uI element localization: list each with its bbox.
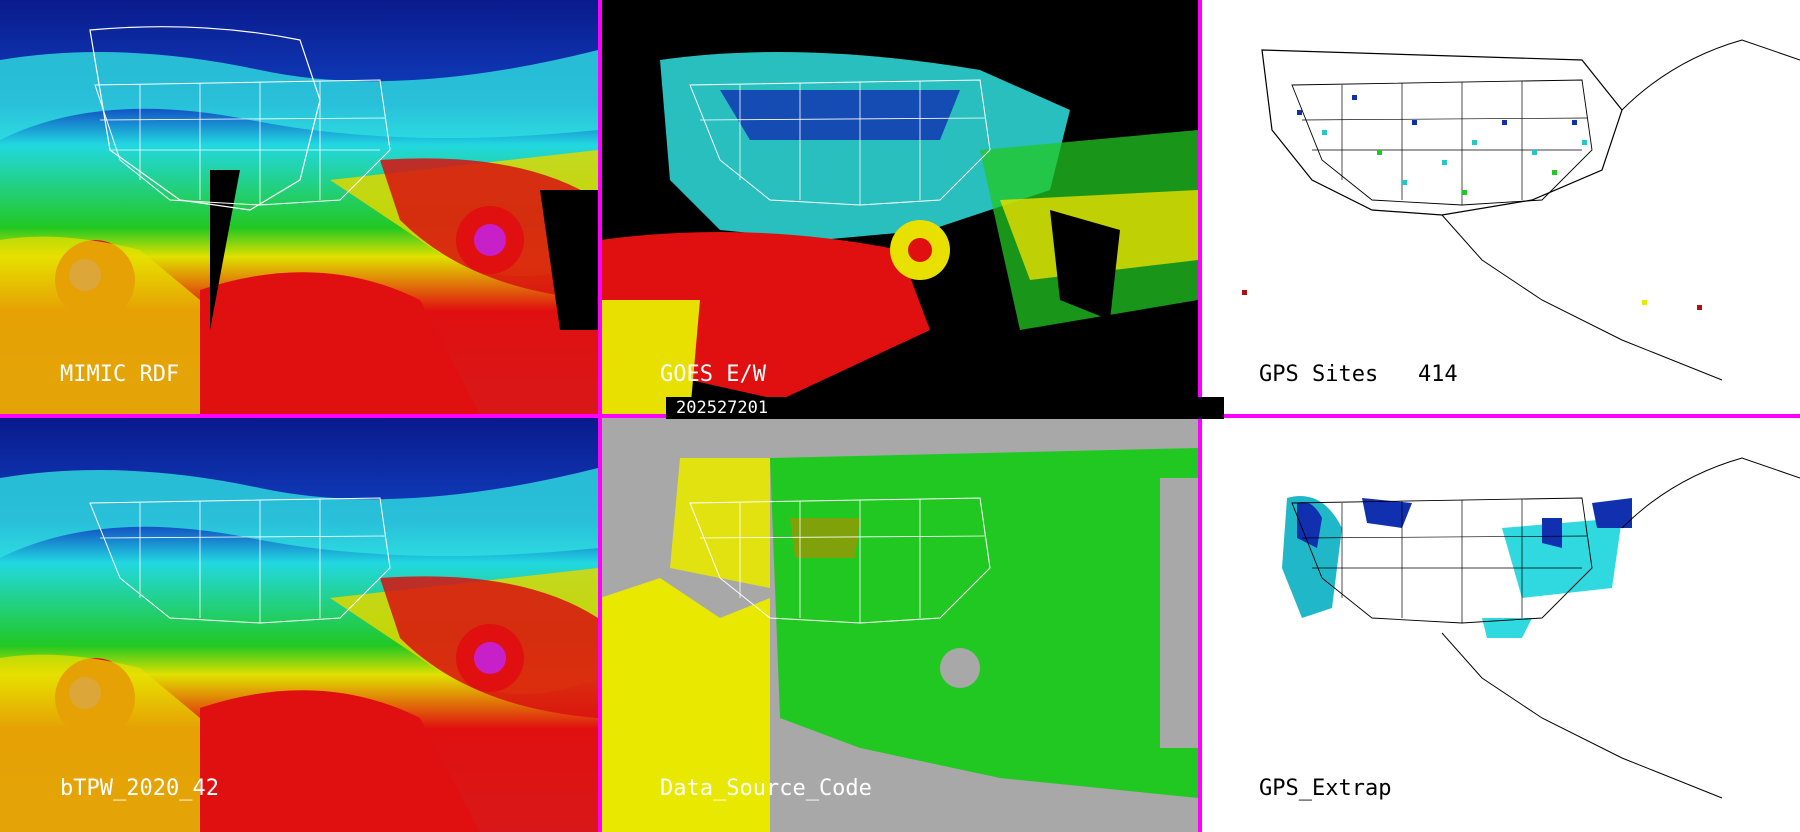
goes-map xyxy=(600,52,1198,414)
panel-data-source-code: Data_Source_Code xyxy=(600,418,1198,832)
panel-gps-extrap: GPS_Extrap xyxy=(1202,418,1800,832)
panel-label: Data_Source_Code xyxy=(660,776,872,801)
panel-label: MIMIC RDF xyxy=(60,362,180,387)
panel-label: GOES E/W xyxy=(660,362,766,387)
gps-extrap-map xyxy=(1282,457,1800,799)
data-source-code-map xyxy=(600,448,1198,832)
panel-label: GPS Sites 414 xyxy=(1259,362,1458,387)
panel-mimic-rdf: MIMIC RDF xyxy=(0,0,598,414)
btpw-map xyxy=(0,418,598,832)
gps-sites-map xyxy=(1242,39,1800,381)
panel-goes: GOES E/W xyxy=(600,0,1198,414)
panel-label: GPS_Extrap xyxy=(1259,776,1392,801)
panel-gps-sites: GPS Sites 414 xyxy=(1202,0,1800,414)
panel-btpw: bTPW_2020_42 xyxy=(0,418,598,832)
gps-site-markers xyxy=(1242,95,1702,310)
timestamp-bar: 202527201 xyxy=(666,397,1224,419)
panel-label: bTPW_2020_42 xyxy=(60,776,219,801)
divider-vertical-left xyxy=(598,0,602,832)
mimic-rdf-map xyxy=(0,0,598,414)
